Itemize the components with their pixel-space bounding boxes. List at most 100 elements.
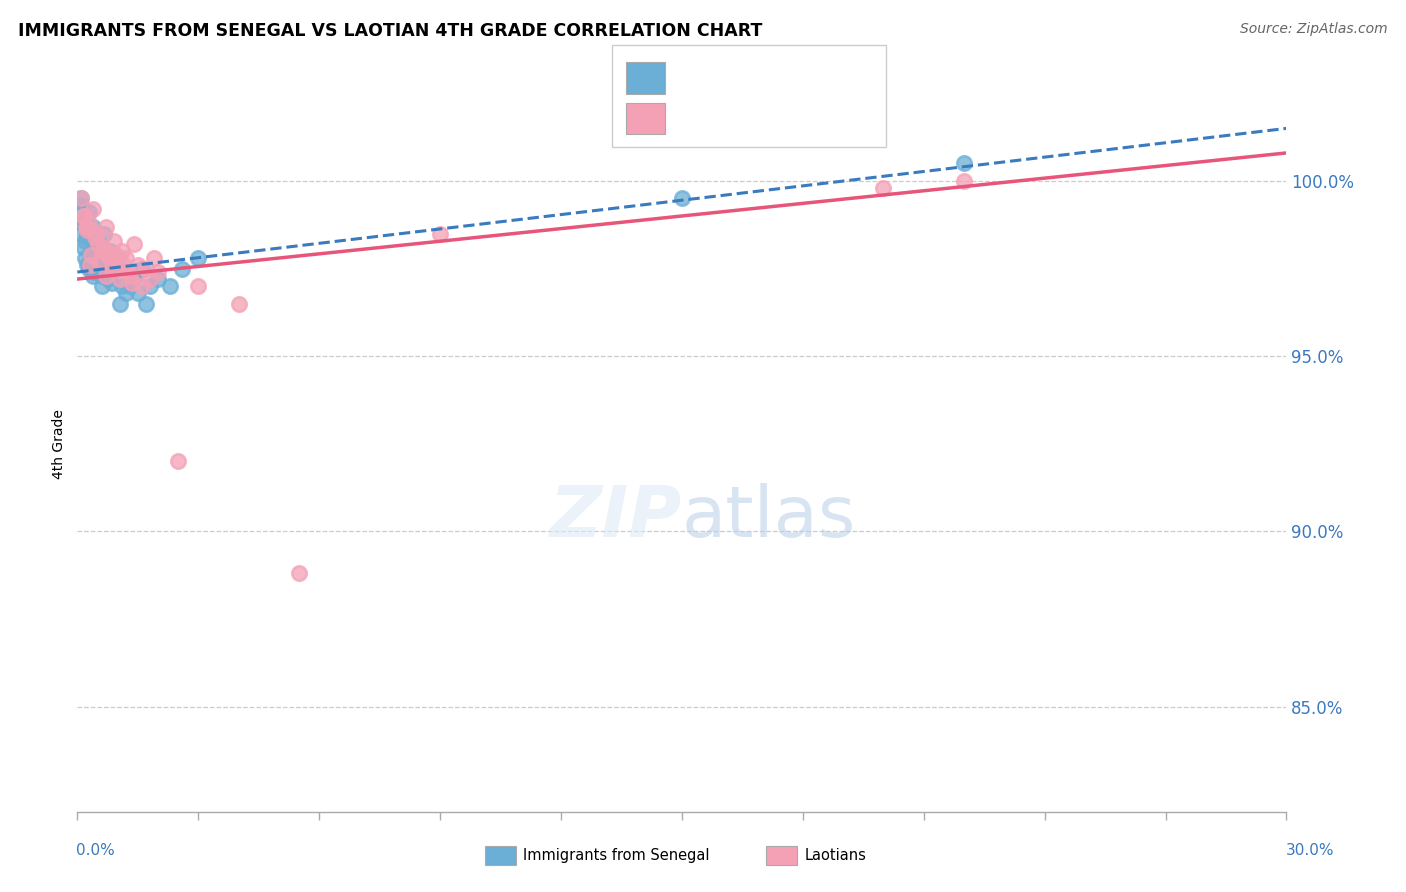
Point [77,230,100,244]
Point [86,227,108,241]
Point [107,251,129,265]
Point [122,272,145,286]
Point [89,254,111,268]
Point [122,237,145,252]
Point [114,251,136,265]
Text: R = 0.155    N = 52: R = 0.155 N = 52 [673,69,835,87]
Point [142,251,165,265]
Point [70,216,93,230]
Point [228,296,250,310]
Point [104,251,127,265]
Text: IMMIGRANTS FROM SENEGAL VS LAOTIAN 4TH GRADE CORRELATION CHART: IMMIGRANTS FROM SENEGAL VS LAOTIAN 4TH G… [18,22,762,40]
Point [121,276,143,290]
Point [69,227,91,241]
Point [139,272,162,286]
Point [80,247,103,261]
Point [79,205,101,219]
Point [127,258,149,272]
Point [172,261,194,276]
Point [89,237,111,252]
Point [90,244,112,258]
Point [79,258,101,272]
Point [187,251,209,265]
Point [112,258,135,272]
Point [82,268,104,283]
Point [96,268,118,283]
Point [872,181,894,195]
Point [72,202,94,216]
Point [69,198,91,212]
Point [108,272,131,286]
Point [131,261,153,276]
Point [94,251,117,265]
Point [93,227,115,241]
Point [118,268,141,283]
Point [82,202,104,216]
Text: atlas: atlas [682,483,856,552]
Point [114,286,136,301]
Point [146,265,169,279]
Point [82,219,104,234]
Point [76,223,98,237]
Y-axis label: 4th Grade: 4th Grade [52,409,66,479]
Point [104,247,127,261]
Point [87,237,110,252]
Point [107,261,129,276]
Point [100,261,122,276]
Point [288,566,311,581]
Point [167,454,190,468]
Point [108,296,131,310]
Point [104,258,127,272]
Point [94,219,117,234]
Point [953,174,976,188]
Point [98,244,121,258]
Point [103,261,125,276]
Point [96,247,118,261]
Point [79,254,101,268]
Point [159,279,181,293]
Text: 30.0%: 30.0% [1286,843,1334,858]
Point [127,286,149,301]
Point [67,209,90,223]
Point [131,279,153,293]
Point [70,191,93,205]
Point [135,261,157,276]
Point [93,241,115,255]
Point [671,191,693,205]
Point [91,268,114,283]
Point [73,241,96,255]
Point [75,251,97,265]
Point [79,244,101,258]
Point [111,279,134,293]
Point [111,244,134,258]
Point [139,279,162,293]
Point [75,209,97,223]
Point [96,247,118,261]
Point [70,191,93,205]
Point [90,279,112,293]
Text: ZIP: ZIP [550,483,682,552]
Text: R = 0.190    N = 45: R = 0.190 N = 45 [673,109,835,127]
Point [80,247,103,261]
Point [84,251,107,265]
Point [135,296,157,310]
Point [83,265,105,279]
Point [73,234,96,248]
Point [77,261,100,276]
Point [96,272,118,286]
Point [953,156,976,170]
Text: 0.0%: 0.0% [76,843,115,858]
Point [72,212,94,227]
Text: Immigrants from Senegal: Immigrants from Senegal [523,848,710,863]
Point [76,227,98,241]
Point [87,244,110,258]
Text: Laotians: Laotians [804,848,866,863]
Point [86,261,108,276]
Point [75,219,97,234]
Point [146,272,169,286]
Point [98,251,121,265]
Point [84,230,107,244]
Point [75,209,97,223]
Point [117,265,139,279]
Point [187,279,209,293]
